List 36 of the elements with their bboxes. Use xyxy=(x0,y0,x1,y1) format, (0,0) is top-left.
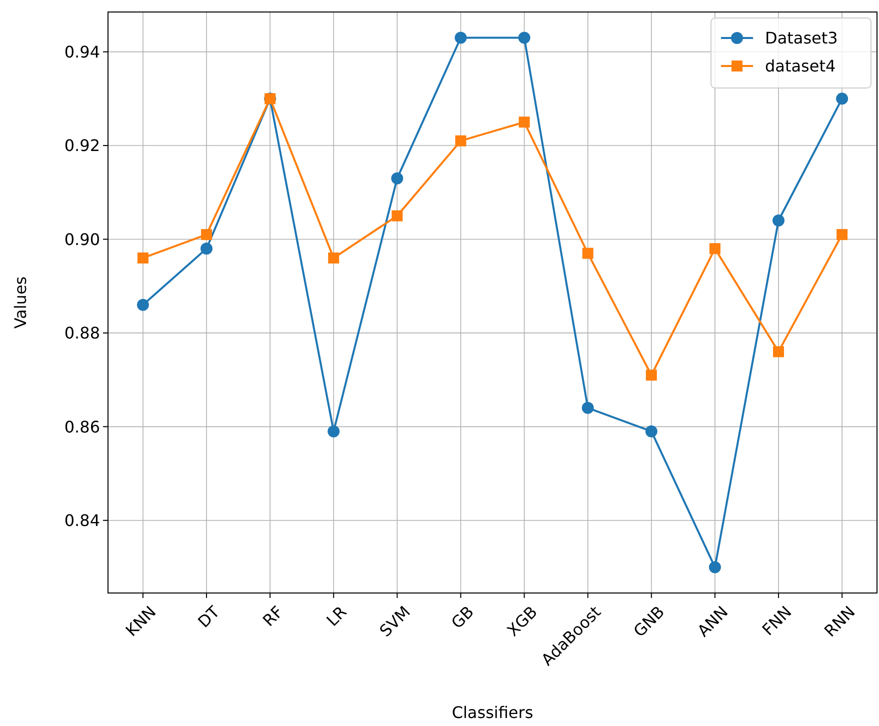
point xyxy=(518,32,530,44)
legend-label: dataset4 xyxy=(765,56,836,76)
point xyxy=(454,32,467,44)
point xyxy=(582,402,594,414)
y-tick-label: 0.92 xyxy=(64,136,100,156)
point xyxy=(518,116,530,128)
y-axis-title: Values xyxy=(11,276,30,329)
point xyxy=(582,248,594,259)
point xyxy=(646,370,657,381)
point xyxy=(709,243,720,254)
point xyxy=(328,252,340,264)
point xyxy=(836,229,848,240)
y-tick-label: 0.84 xyxy=(64,510,100,530)
point xyxy=(708,561,721,574)
x-tick-label: RF xyxy=(259,602,287,630)
x-tick-label: DT xyxy=(194,602,224,632)
x-tick-label: LR xyxy=(322,602,350,630)
y-tick-label: 0.94 xyxy=(64,42,100,62)
y-tick-label: 0.86 xyxy=(64,417,100,436)
point xyxy=(772,346,784,358)
y-tick-label: 0.88 xyxy=(64,324,100,343)
x-axis-title: Classifiers xyxy=(452,703,534,722)
point xyxy=(392,210,403,222)
point xyxy=(136,298,149,311)
point xyxy=(772,214,784,227)
y-tick-label: 0.90 xyxy=(64,230,100,249)
point xyxy=(836,92,848,105)
point xyxy=(328,425,340,438)
point xyxy=(200,242,213,255)
point xyxy=(391,172,404,184)
point xyxy=(455,135,466,146)
legend-label: Dataset3 xyxy=(765,28,838,48)
x-tick-label: GB xyxy=(448,602,478,632)
point xyxy=(201,229,212,240)
point xyxy=(137,252,148,264)
point xyxy=(645,425,658,438)
